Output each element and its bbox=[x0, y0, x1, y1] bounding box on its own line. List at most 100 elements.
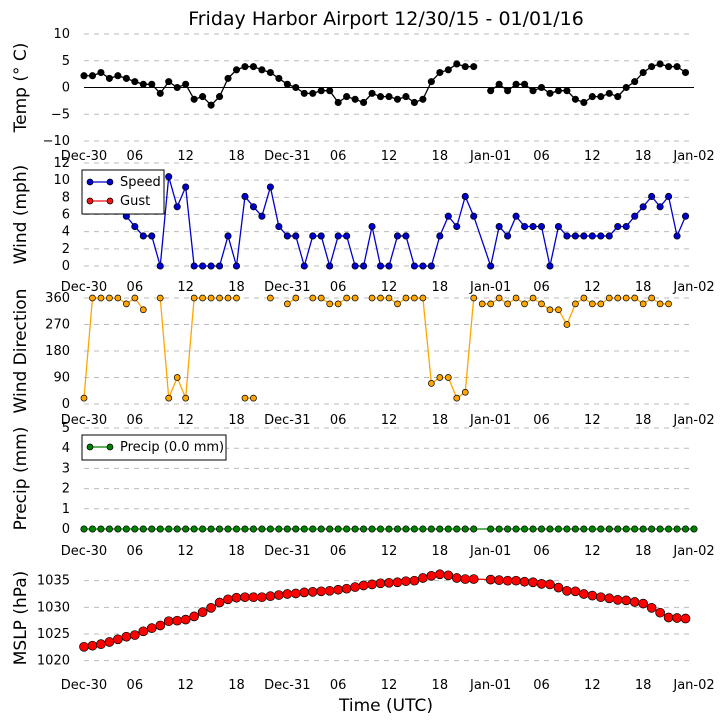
series-line bbox=[125, 176, 687, 269]
data-point bbox=[249, 63, 257, 71]
y-tick-label: 10 bbox=[53, 27, 70, 42]
y-tick-label: 1035 bbox=[37, 574, 70, 589]
data-point bbox=[317, 232, 325, 240]
data-point bbox=[571, 95, 579, 103]
data-point bbox=[512, 525, 520, 533]
x-tick-label: 06 bbox=[330, 678, 347, 693]
x-tick-label: Dec-31 bbox=[264, 149, 310, 164]
data-point bbox=[88, 525, 97, 533]
data-point bbox=[165, 173, 173, 181]
data-point bbox=[436, 374, 444, 381]
data-point bbox=[240, 592, 250, 603]
data-point bbox=[292, 294, 300, 302]
x-tick-label: 12 bbox=[177, 544, 194, 559]
data-point bbox=[309, 232, 317, 240]
legend-marker bbox=[86, 197, 94, 205]
data-point bbox=[300, 525, 308, 533]
data-point bbox=[241, 394, 249, 402]
data-point bbox=[334, 300, 342, 308]
data-point bbox=[621, 595, 632, 606]
data-point bbox=[614, 93, 622, 101]
data-point bbox=[333, 584, 344, 595]
data-point bbox=[207, 101, 215, 109]
x-tick-label: Jan-01 bbox=[469, 413, 511, 428]
y-tick-label: −10 bbox=[43, 134, 70, 149]
data-point bbox=[326, 525, 334, 533]
data-point bbox=[265, 591, 276, 601]
x-tick-label: Jan-01 bbox=[469, 280, 511, 295]
data-point bbox=[665, 525, 673, 533]
data-point bbox=[428, 380, 435, 387]
data-point bbox=[123, 300, 130, 308]
data-point bbox=[629, 597, 640, 607]
data-point bbox=[444, 66, 452, 74]
data-point bbox=[434, 569, 445, 580]
data-point bbox=[485, 574, 496, 585]
data-point bbox=[402, 93, 410, 101]
data-point bbox=[504, 300, 511, 308]
data-point bbox=[546, 525, 554, 533]
data-point bbox=[546, 89, 554, 97]
series-0 bbox=[80, 294, 672, 402]
data-point bbox=[545, 579, 555, 590]
data-point bbox=[309, 525, 317, 533]
data-point bbox=[79, 641, 89, 652]
data-point bbox=[478, 300, 486, 308]
data-point bbox=[165, 78, 173, 86]
data-point bbox=[80, 525, 88, 533]
data-point bbox=[258, 525, 266, 533]
data-point bbox=[326, 300, 334, 308]
data-point bbox=[148, 80, 156, 88]
y-tick-label: 0 bbox=[62, 81, 70, 96]
data-point bbox=[588, 300, 596, 308]
data-point bbox=[190, 294, 198, 302]
data-point bbox=[317, 87, 325, 95]
data-point bbox=[410, 98, 418, 107]
data-point bbox=[190, 95, 198, 103]
data-point bbox=[519, 576, 530, 587]
data-point bbox=[206, 603, 216, 613]
data-point bbox=[139, 80, 147, 88]
data-point bbox=[114, 294, 122, 302]
y-axis-label: Temp (° C) bbox=[11, 43, 31, 134]
data-point bbox=[487, 300, 495, 308]
data-point bbox=[631, 212, 639, 220]
data-point bbox=[316, 586, 327, 597]
data-point bbox=[241, 525, 249, 533]
data-point bbox=[504, 87, 512, 95]
data-point bbox=[563, 525, 571, 533]
y-tick-label: 360 bbox=[45, 291, 70, 306]
data-point bbox=[385, 294, 393, 302]
data-point bbox=[546, 262, 554, 270]
data-point bbox=[122, 525, 130, 533]
y-axis-label: Wind Direction bbox=[11, 289, 31, 414]
data-point bbox=[360, 525, 368, 533]
y-tick-label: 8 bbox=[62, 190, 70, 205]
data-point bbox=[410, 262, 418, 270]
data-point bbox=[368, 294, 376, 302]
x-tick-label: Jan-02 bbox=[672, 413, 714, 428]
data-point bbox=[385, 525, 393, 533]
data-point bbox=[461, 63, 469, 71]
x-tick-label: Dec-31 bbox=[264, 280, 310, 295]
data-point bbox=[384, 577, 394, 588]
y-axis-label: MSLP (hPa) bbox=[11, 571, 31, 666]
data-point bbox=[334, 232, 342, 240]
data-point bbox=[182, 183, 190, 191]
x-tick-label: 06 bbox=[127, 149, 144, 164]
x-tick-label: Dec-30 bbox=[61, 413, 107, 428]
data-point bbox=[232, 525, 241, 533]
data-point bbox=[358, 580, 369, 591]
data-point bbox=[571, 232, 579, 240]
data-point bbox=[376, 262, 385, 270]
data-point bbox=[180, 614, 191, 625]
data-point bbox=[436, 68, 444, 77]
data-point bbox=[521, 525, 529, 533]
panel-2: 360 270 180 90 0 Wind Direction Dec-30 06 12 18 De… bbox=[11, 289, 715, 428]
series-line bbox=[372, 297, 475, 400]
data-point bbox=[681, 212, 690, 220]
data-point bbox=[96, 639, 106, 649]
data-point bbox=[250, 394, 257, 402]
y-tick-label: 4 bbox=[62, 225, 70, 240]
